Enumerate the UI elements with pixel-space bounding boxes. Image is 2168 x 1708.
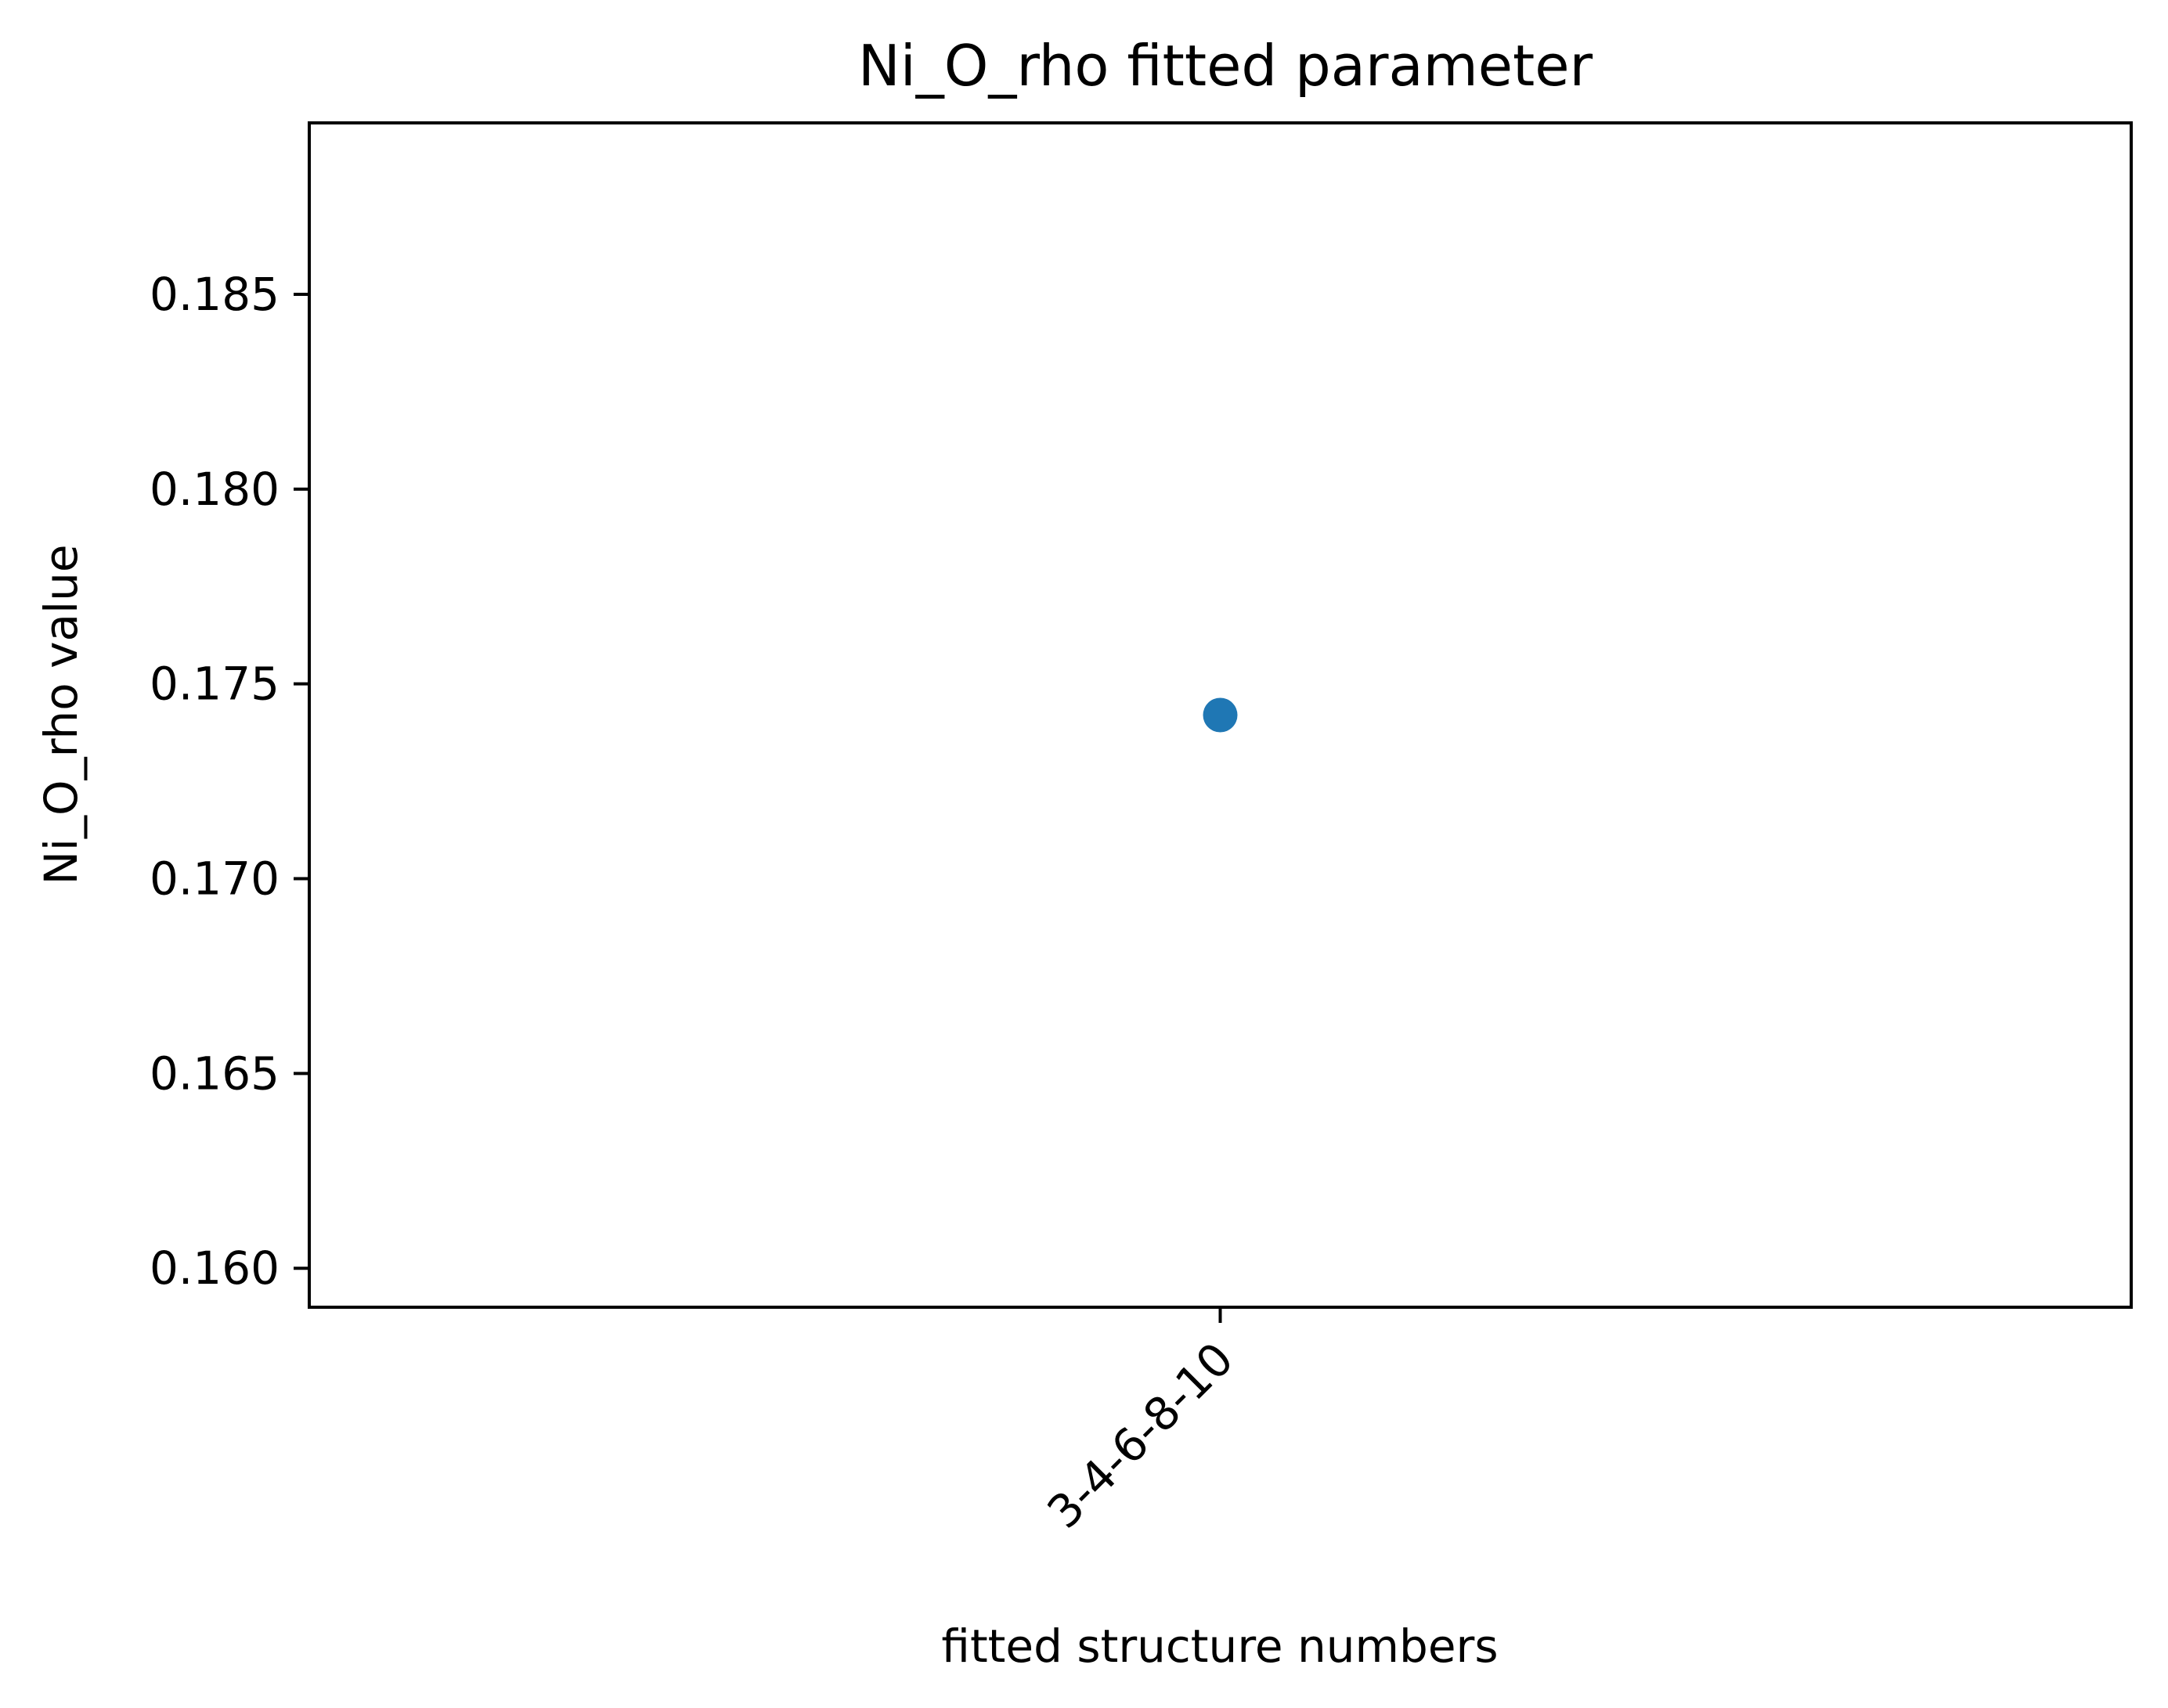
- y-axis-label: Ni_O_rho value: [34, 544, 88, 885]
- x-axis-label: fitted structure numbers: [941, 1620, 1498, 1673]
- x-tick-label: 3-4-6-8-10: [1037, 1332, 1244, 1539]
- chart-title: Ni_O_rho fitted parameter: [858, 33, 1593, 99]
- y-tick-label: 0.160: [150, 1241, 280, 1295]
- y-tick-label: 0.170: [150, 852, 280, 906]
- y-axis: 0.160 0.165 0.170 0.175 0.180 0.185: [150, 268, 309, 1295]
- x-axis: 3-4-6-8-10: [1037, 1307, 1244, 1539]
- data-point: [1203, 697, 1238, 733]
- y-tick-label: 0.180: [150, 463, 280, 516]
- y-tick-label: 0.165: [150, 1047, 280, 1100]
- data-points: [1203, 697, 1238, 733]
- y-tick-label: 0.185: [150, 268, 280, 321]
- y-tick-label: 0.175: [150, 658, 280, 711]
